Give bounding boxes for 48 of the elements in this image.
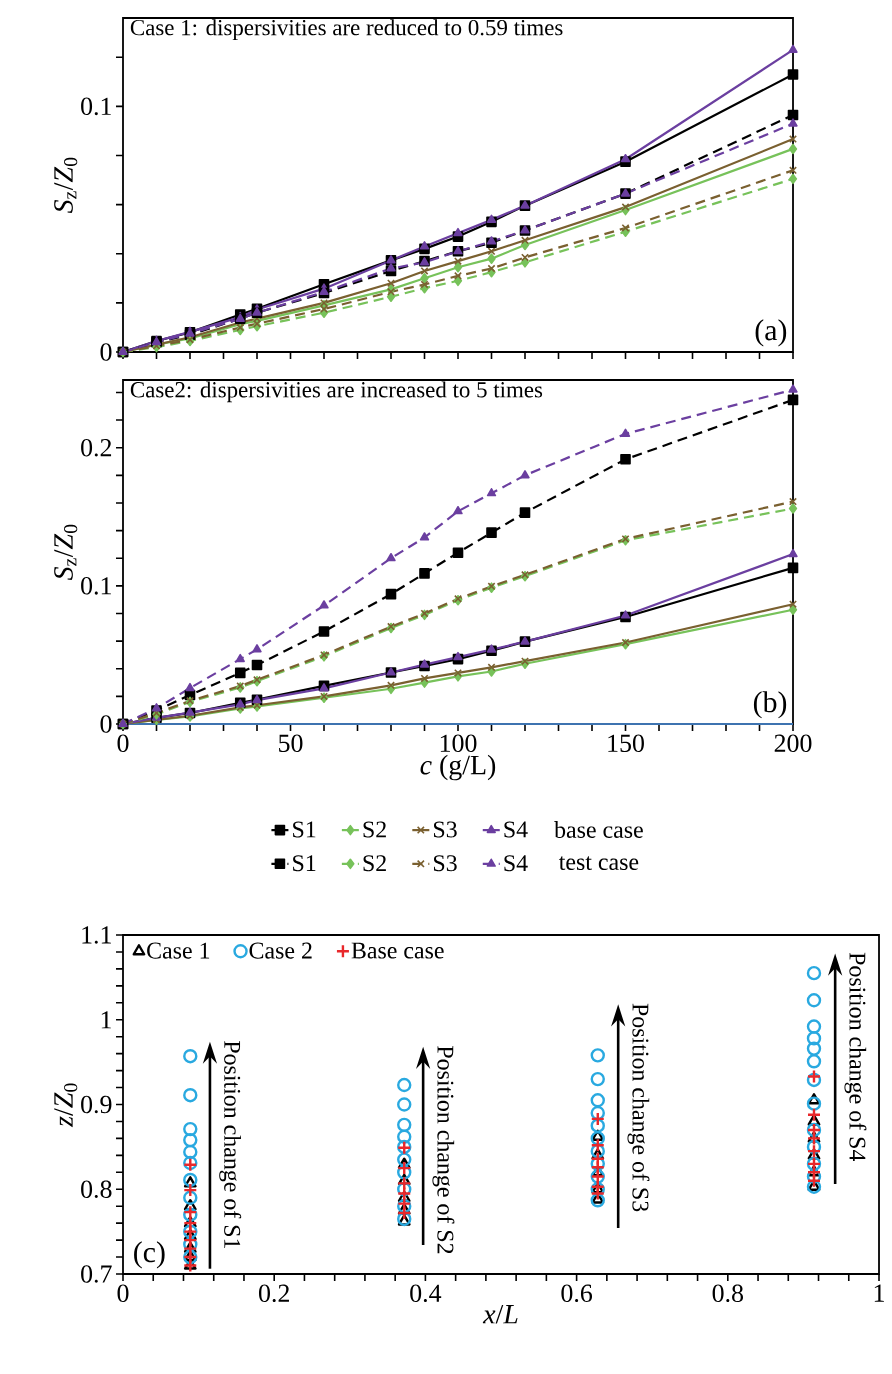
legend-label: S1	[293, 821, 316, 838]
y-tick-label: 0.7	[81, 1265, 112, 1283]
y-tick-label: 0	[100, 343, 112, 361]
x-tick-label: 0.8	[712, 1284, 744, 1303]
annotation: (b)	[753, 691, 787, 719]
y-tick-label: 0.1	[81, 97, 111, 116]
x-tick-label: 150	[608, 734, 644, 753]
y-tick-label: 0.2	[81, 438, 112, 457]
annotation: Position change of S4	[844, 952, 867, 1161]
chart-title: Case2: dispersivities are increased to 5 times	[130, 381, 543, 403]
y-tick-label: 0	[100, 715, 112, 733]
legend-label: S1	[293, 855, 316, 872]
y-tick-label: 0.9	[81, 1095, 112, 1114]
x-tick-label: 50	[279, 734, 303, 753]
y-tick-label: 1	[101, 1011, 111, 1029]
annotation: Position change of S1	[219, 1040, 242, 1249]
annotation: Position change of S3	[627, 1003, 650, 1212]
legend-label: S2	[363, 821, 386, 838]
legend-label: Case 1	[147, 942, 210, 959]
annotation: (a)	[755, 319, 787, 347]
legend-label: S2	[363, 855, 386, 872]
x-tick-label: 100	[440, 734, 477, 753]
annotation: (c)	[134, 1241, 165, 1269]
legend-label: S4	[504, 821, 528, 838]
x-tick-label: 0.2	[259, 1284, 289, 1303]
y-tick-label: 1.1	[82, 926, 111, 944]
x-axis-title: c (g/L)	[420, 754, 496, 781]
x-tick-label: 0	[117, 1284, 129, 1303]
text: test case	[558, 856, 639, 871]
legend-label: Case 2	[249, 942, 312, 959]
legend-label: Base case	[351, 942, 444, 959]
y-tick-label: 0.8	[81, 1180, 112, 1199]
x-tick-label: 200	[774, 734, 812, 753]
chart-title: Case 1: dispersivities are reduced to 0.59 times	[130, 19, 563, 41]
x-tick-label: 1	[874, 1284, 884, 1302]
legend-label: S4	[504, 855, 528, 872]
x-tick-label: 0.4	[410, 1284, 442, 1303]
text: base case	[554, 821, 643, 838]
x-tick-label: 0.6	[561, 1284, 593, 1303]
legend-label: S3	[434, 821, 457, 838]
x-axis-title: x/L	[482, 1304, 518, 1324]
y-axis-title: S$_{z}$/Z$_{0}$	[54, 157, 78, 214]
y-axis-title: z/Z$_{0}$	[54, 1083, 78, 1128]
y-axis-title: S$_{z}$/Z$_{0}$	[54, 524, 78, 581]
x-tick-label: 0	[117, 734, 129, 753]
y-tick-label: 0.1	[81, 577, 111, 595]
legend-label: S3	[434, 855, 457, 872]
annotation: Position change of S2	[432, 1046, 455, 1254]
